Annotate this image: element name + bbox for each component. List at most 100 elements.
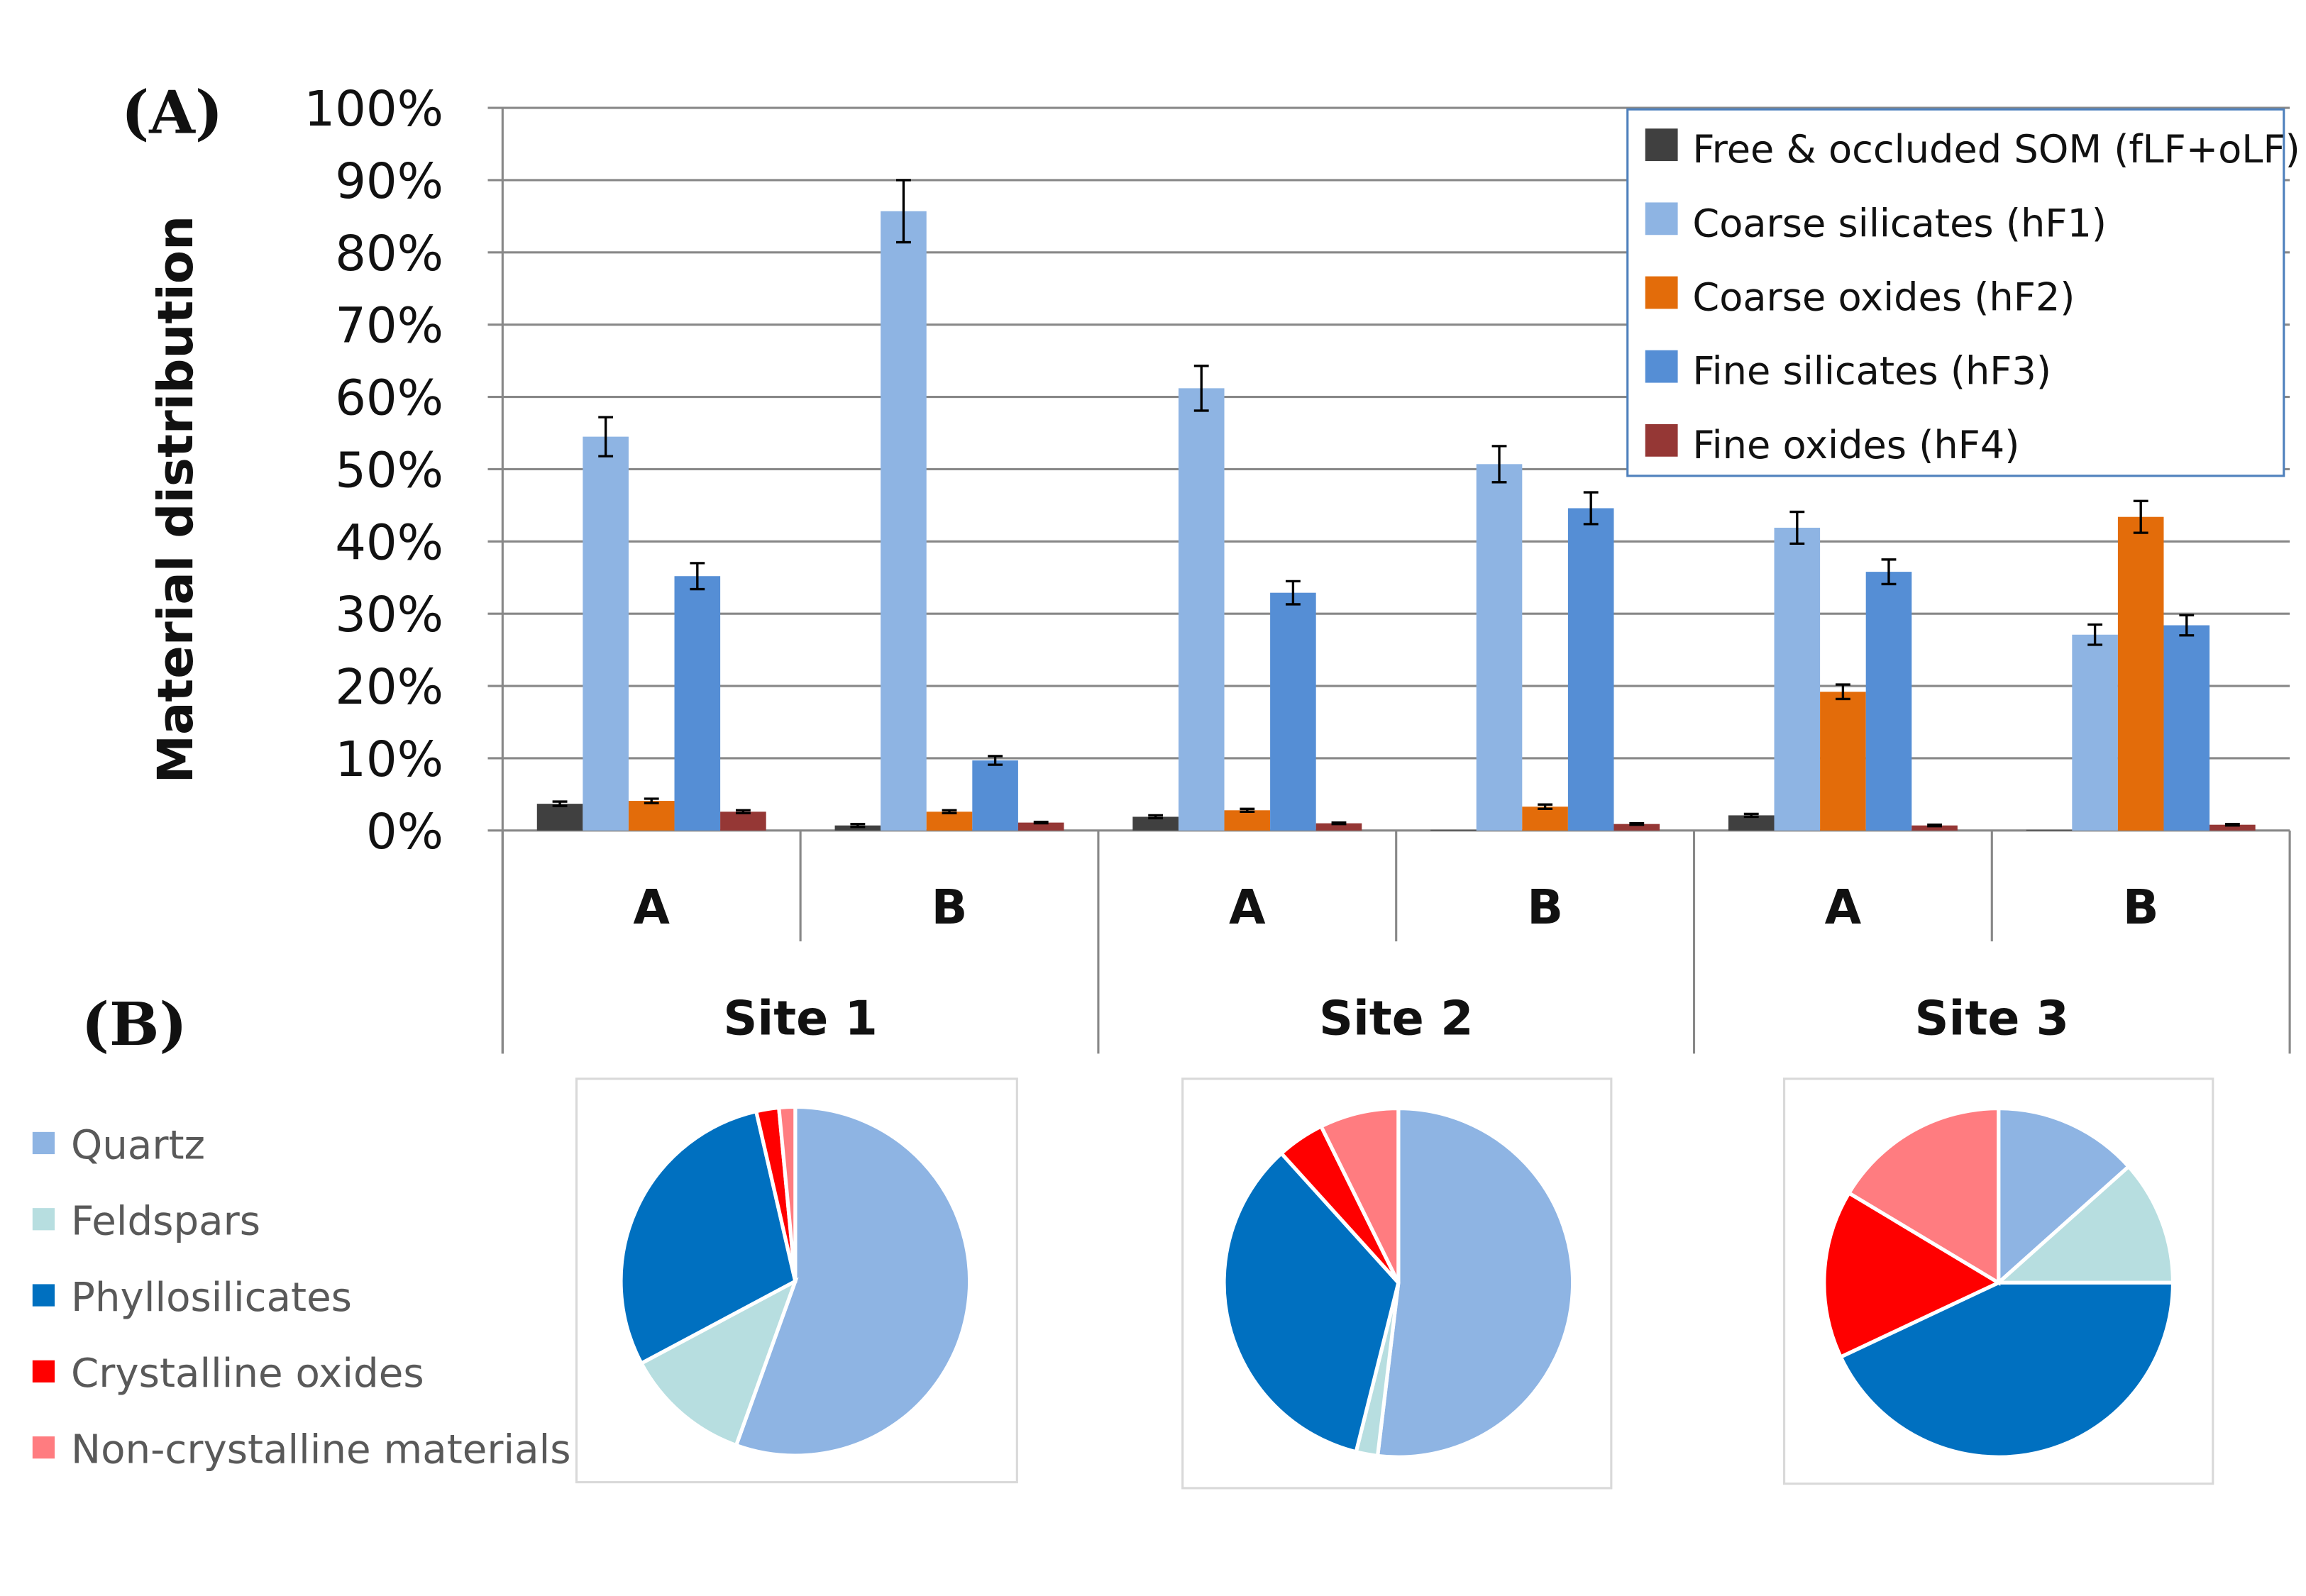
pie-slice [734, 1104, 972, 1458]
bar [583, 436, 629, 831]
error-bar [598, 416, 614, 458]
bar [1613, 824, 1660, 831]
group-label: Site 3 [1915, 990, 2070, 1046]
bar [720, 811, 766, 831]
pie-slice [1375, 1106, 1575, 1459]
pie-legend-label: Quartz [71, 1122, 205, 1168]
x-tick-label: A [1229, 880, 1266, 935]
bar [1476, 464, 1523, 831]
error-bar [2087, 623, 2103, 646]
error-bar [1033, 820, 1049, 825]
bar [674, 576, 721, 831]
pie-legend-label: Non-crystalline materials [71, 1427, 571, 1473]
legend-swatch [1645, 202, 1678, 235]
pie-charts: Quartz Feldspars Phyllosilicates Crystallin… [32, 1077, 2214, 1490]
error-bar [942, 809, 957, 815]
legend-label: Free & occluded SOM (fLF+oLF) [1692, 127, 2300, 172]
panel-label-a: (A) [121, 78, 224, 148]
bar [1270, 592, 1316, 831]
error-bar [1629, 821, 1645, 826]
error-bar [1148, 814, 1164, 820]
legend-box [1626, 108, 2285, 477]
y-tick-label: 100% [304, 81, 443, 138]
pie-legend-label: Feldspars [71, 1199, 260, 1245]
error-bar [690, 562, 705, 591]
error-bar [1240, 807, 1255, 814]
pie-slice [1846, 1106, 2001, 1286]
bar [1315, 823, 1362, 831]
legend-label: Fine silicates (hF3) [1692, 349, 2051, 394]
legend-label: Fine oxides (hF4) [1692, 423, 2019, 467]
pie-slice [1997, 1106, 2131, 1287]
error-bar [2224, 822, 2240, 827]
x-tick-label: A [633, 880, 670, 935]
bar [1911, 825, 1958, 831]
error-bar [1743, 812, 1759, 819]
legend-swatch [1645, 423, 1678, 457]
bar [2026, 829, 2073, 831]
bar [628, 801, 675, 831]
error-bar [1491, 445, 1507, 484]
pie-legend-swatch [32, 1208, 55, 1231]
error-bar [988, 755, 1003, 766]
x-tick-label: B [1527, 880, 1563, 935]
y-tick-label: 70% [335, 298, 443, 355]
legend-label: Coarse oxides (hF2) [1692, 275, 2075, 320]
pie-slice [639, 1277, 799, 1448]
y-tick-label: 10% [335, 731, 443, 788]
legend-label: Coarse silicates (hF1) [1692, 201, 2107, 245]
y-tick-label: 60% [335, 370, 443, 427]
bar [1865, 572, 1912, 831]
legend-swatch [1645, 276, 1678, 309]
error-bar [735, 809, 751, 815]
bar [926, 811, 973, 831]
bar [1820, 692, 1866, 831]
error-bar [1835, 683, 1850, 701]
pie-legend-label: Phyllosilicates [71, 1275, 352, 1321]
pie-legend-label: Crystalline oxides [71, 1351, 424, 1397]
bar [1017, 822, 1064, 831]
error-bar [552, 800, 568, 807]
error-bar [1881, 558, 1897, 586]
legend-swatch [1645, 128, 1678, 162]
error-bar [1538, 803, 1553, 810]
pie-legend-swatch [32, 1131, 55, 1155]
error-bar [644, 797, 659, 804]
error-bar [2133, 499, 2148, 534]
group-label: Site 1 [723, 990, 878, 1046]
bar [2163, 625, 2210, 831]
pie-slice [1318, 1106, 1401, 1284]
bar [1774, 527, 1821, 831]
error-bar [1927, 824, 1942, 828]
legend-swatch [1645, 350, 1678, 383]
bar [1224, 810, 1271, 831]
bar [536, 804, 583, 831]
error-bar [1331, 821, 1347, 826]
bar [2117, 516, 2164, 831]
error-bar [1583, 491, 1599, 526]
pie-legend-swatch [32, 1360, 55, 1382]
pie-legend-swatch [32, 1436, 55, 1459]
bar-chart: 0%10%20%30%40%50%60%70%80%90%100%A B A B A BS… [304, 81, 2300, 1054]
bar [1728, 815, 1775, 831]
bar [1567, 508, 1614, 831]
error-bar [1789, 510, 1805, 545]
error-bar [896, 179, 911, 244]
pie-slice [1838, 1280, 2175, 1459]
y-tick-label: 80% [335, 226, 443, 282]
group-label: Site 2 [1319, 990, 1474, 1046]
bar [1522, 807, 1568, 831]
bar [2210, 824, 2256, 831]
pie-legend-swatch [32, 1284, 55, 1307]
x-tick-label: B [932, 880, 968, 935]
error-bar [2179, 614, 2195, 637]
error-bar [850, 822, 866, 829]
bar [1430, 829, 1477, 831]
error-bar [1285, 580, 1301, 606]
y-tick-label: 20% [335, 659, 443, 716]
x-tick-label: A [1825, 880, 1862, 935]
pie-slice [1822, 1190, 2003, 1360]
y-tick-label: 0% [366, 804, 443, 860]
bar [972, 760, 1018, 831]
